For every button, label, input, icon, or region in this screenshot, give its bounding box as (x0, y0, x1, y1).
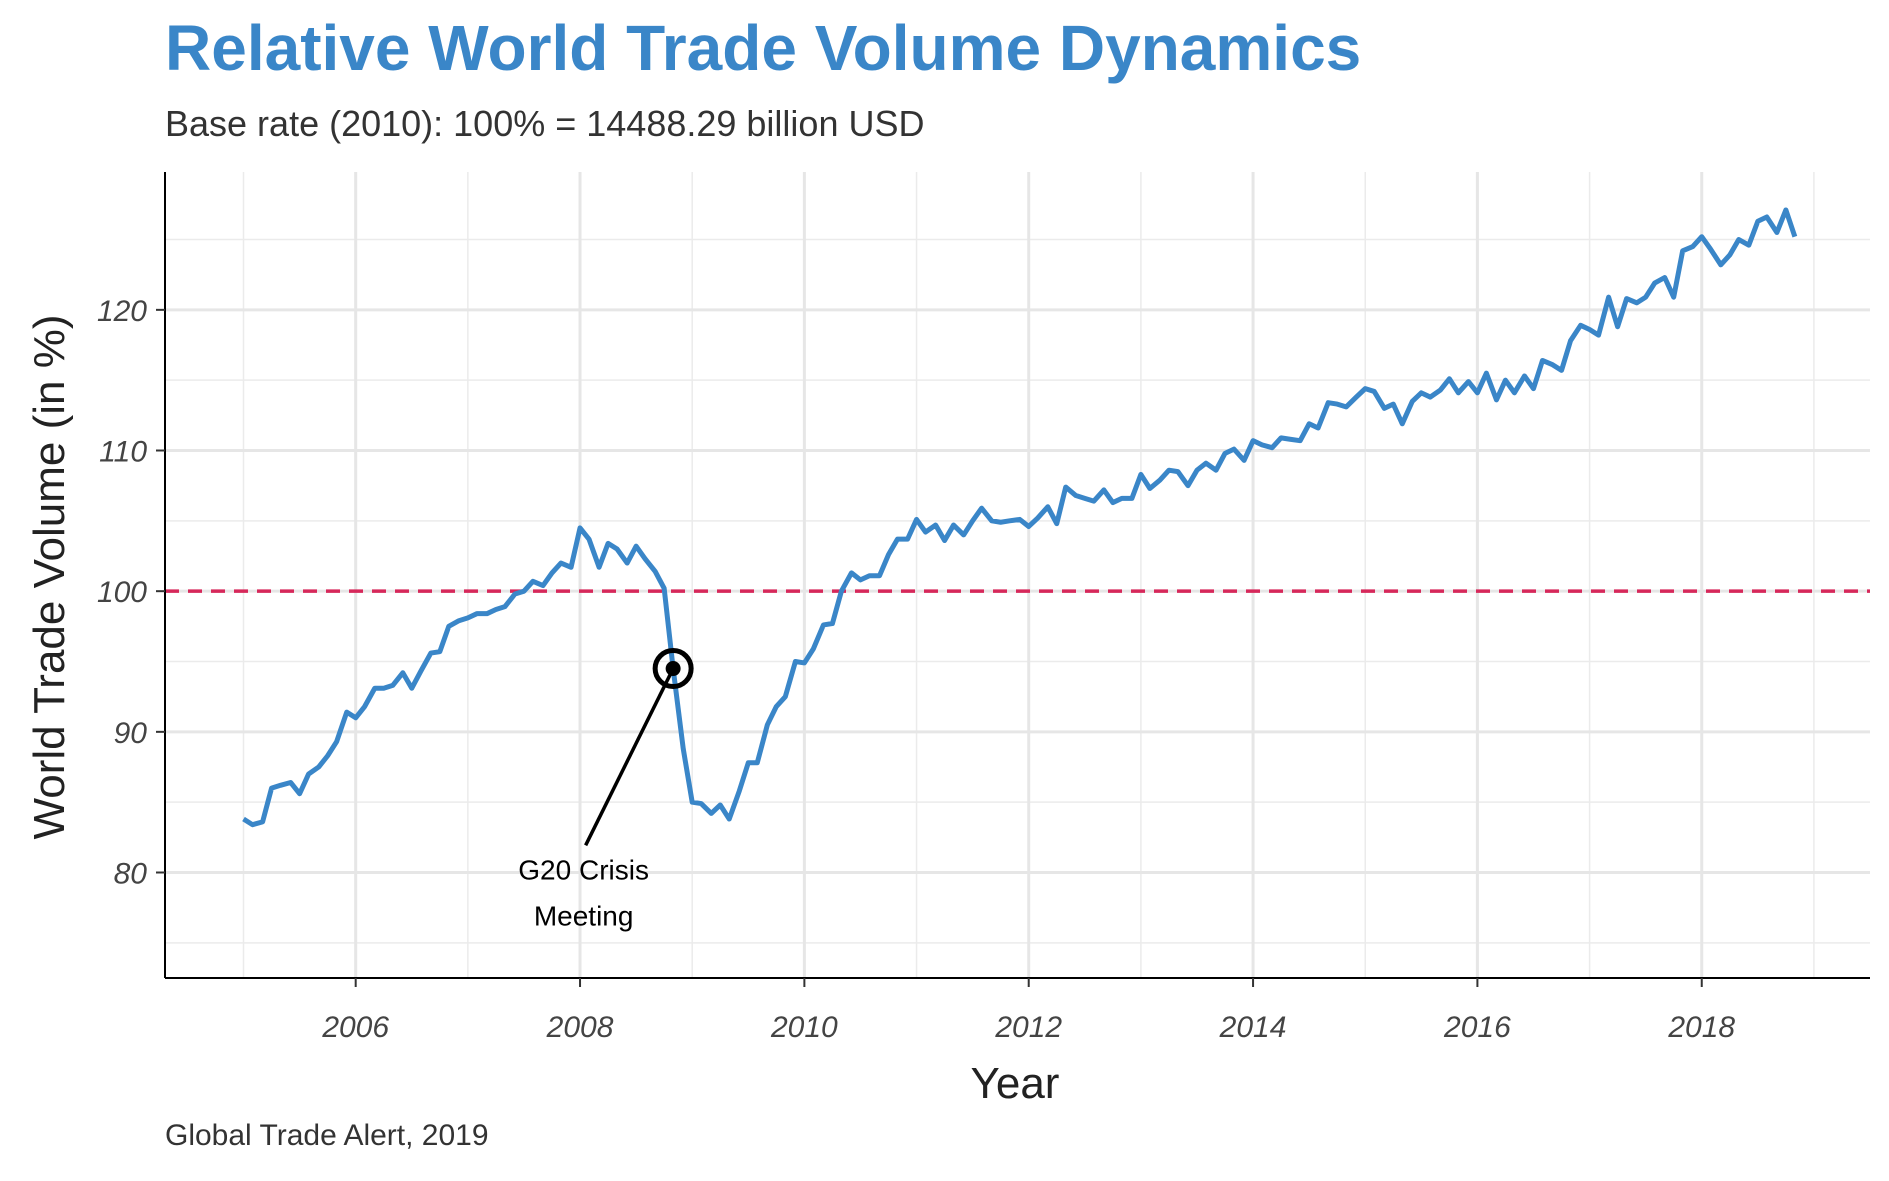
y-tick-label: 90 (114, 717, 148, 750)
chart-subtitle: Base rate (2010): 100% = 14488.29 billio… (165, 103, 924, 144)
axes (156, 172, 1870, 987)
x-tick-label: 2008 (546, 1011, 614, 1044)
chart-title: Relative World Trade Volume Dynamics (165, 12, 1361, 84)
y-tick-label: 80 (114, 858, 148, 891)
annotation-pointer (584, 667, 675, 847)
tick-labels: 2006 2008 2010 2012 2014 2016 2018 80 90 100 110 12… (97, 295, 1735, 1044)
chart-caption: Global Trade Alert, 2019 (165, 1119, 489, 1152)
annotation: G20 Crisis Meeting (518, 648, 694, 931)
y-tick-label: 110 (99, 436, 147, 469)
x-tick-label: 2010 (770, 1011, 838, 1044)
y-tick-label: 100 (97, 576, 147, 609)
y-tick-label: 120 (97, 295, 147, 328)
x-tick-label: 2014 (1219, 1011, 1287, 1044)
series-line (242, 207, 1798, 828)
x-tick-label: 2016 (1443, 1011, 1511, 1044)
grid (165, 172, 1870, 978)
x-tick-label: 2012 (994, 1011, 1062, 1044)
x-tick-label: 2006 (321, 1011, 389, 1044)
annotation-label: Meeting (534, 900, 634, 931)
annotation-ring (652, 648, 694, 690)
x-axis-title: Year (971, 1059, 1060, 1108)
y-axis-title: World Trade Volume (in %) (25, 315, 74, 840)
x-tick-label: 2018 (1667, 1011, 1735, 1044)
annotation-dot (665, 661, 681, 677)
annotation-label: G20 Crisis (518, 854, 649, 885)
